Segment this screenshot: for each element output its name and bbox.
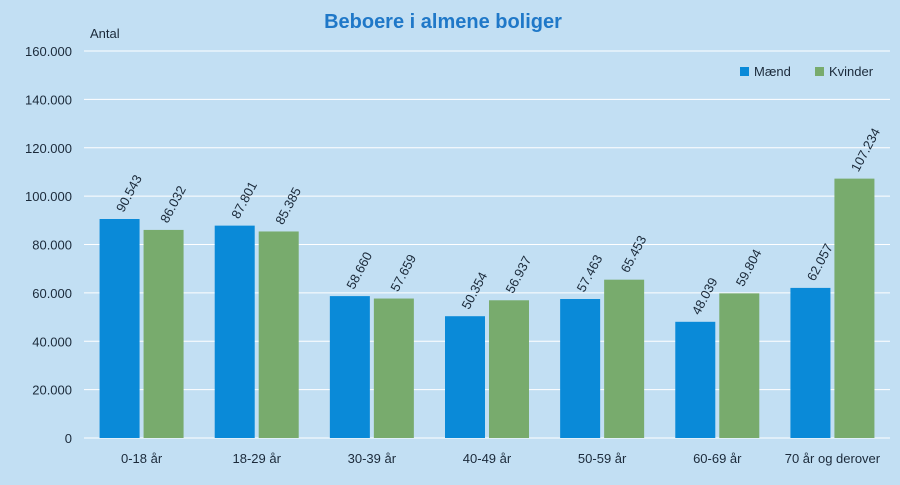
y-tick-label: 160.000	[25, 44, 72, 59]
legend-label-kvinder: Kvinder	[829, 64, 874, 79]
data-label: 85.385	[272, 185, 304, 227]
x-tick-label: 40-49 år	[463, 451, 512, 466]
bar-maend	[99, 218, 140, 438]
x-tick-label: 18-29 år	[233, 451, 282, 466]
x-tick-label: 30-39 år	[348, 451, 397, 466]
data-label: 62.057	[804, 241, 836, 283]
y-axis-label: Antal	[90, 26, 120, 41]
y-tick-label: 140.000	[25, 92, 72, 107]
x-tick-label: 50-59 år	[578, 451, 627, 466]
x-tick-label: 60-69 år	[693, 451, 742, 466]
data-label: 107.234	[848, 125, 883, 174]
data-label: 65.453	[618, 233, 650, 275]
legend-label-maend: Mænd	[754, 64, 791, 79]
data-label: 57.659	[387, 252, 419, 294]
bar-kvinder	[489, 300, 529, 438]
bar-kvinder	[258, 231, 299, 438]
data-label: 59.804	[733, 247, 765, 289]
bar-kvinder	[834, 178, 875, 439]
y-tick-label: 100.000	[25, 189, 72, 204]
y-tick-label: 60.000	[32, 286, 72, 301]
y-axis-ticks: 0 20.000 40.000 60.000 80.000 100.000 120.000 1…	[25, 44, 72, 446]
bar-kvinder	[143, 229, 184, 438]
data-label: 57.463	[574, 252, 606, 294]
data-label: 58.660	[343, 249, 375, 291]
legend-swatch-maend	[740, 67, 749, 76]
data-label: 48.039	[689, 275, 721, 317]
legend: Mænd Kvinder	[740, 64, 874, 79]
bar-kvinder	[373, 298, 414, 438]
y-tick-label: 0	[65, 431, 72, 446]
data-label: 86.032	[157, 183, 189, 225]
y-tick-label: 80.000	[32, 238, 72, 253]
y-tick-label: 20.000	[32, 383, 72, 398]
legend-swatch-kvinder	[815, 67, 824, 76]
x-tick-label: 0-18 år	[121, 451, 163, 466]
data-label: 90.543	[113, 172, 145, 214]
bar-kvinder	[719, 293, 760, 438]
y-tick-label: 40.000	[32, 334, 72, 349]
bar-maend	[329, 296, 370, 438]
x-axis-ticks: 0-18 år 18-29 år 30-39 år 40-49 år 50-59 år 6…	[121, 451, 881, 466]
y-tick-label: 120.000	[25, 141, 72, 156]
data-label: 50.354	[458, 269, 490, 311]
x-tick-label: 70 år og derover	[785, 451, 881, 466]
bar-maend	[214, 225, 255, 438]
gridlines	[84, 50, 890, 439]
bar-maend	[790, 287, 831, 438]
bar-kvinder	[604, 279, 645, 438]
bar-maend	[445, 316, 485, 438]
bars	[99, 178, 875, 439]
bar-maend	[560, 299, 601, 438]
chart-title: Beboere i almene boliger	[324, 11, 562, 33]
data-label: 87.801	[228, 179, 260, 221]
data-label: 56.937	[502, 254, 534, 296]
bar-maend	[675, 321, 716, 438]
